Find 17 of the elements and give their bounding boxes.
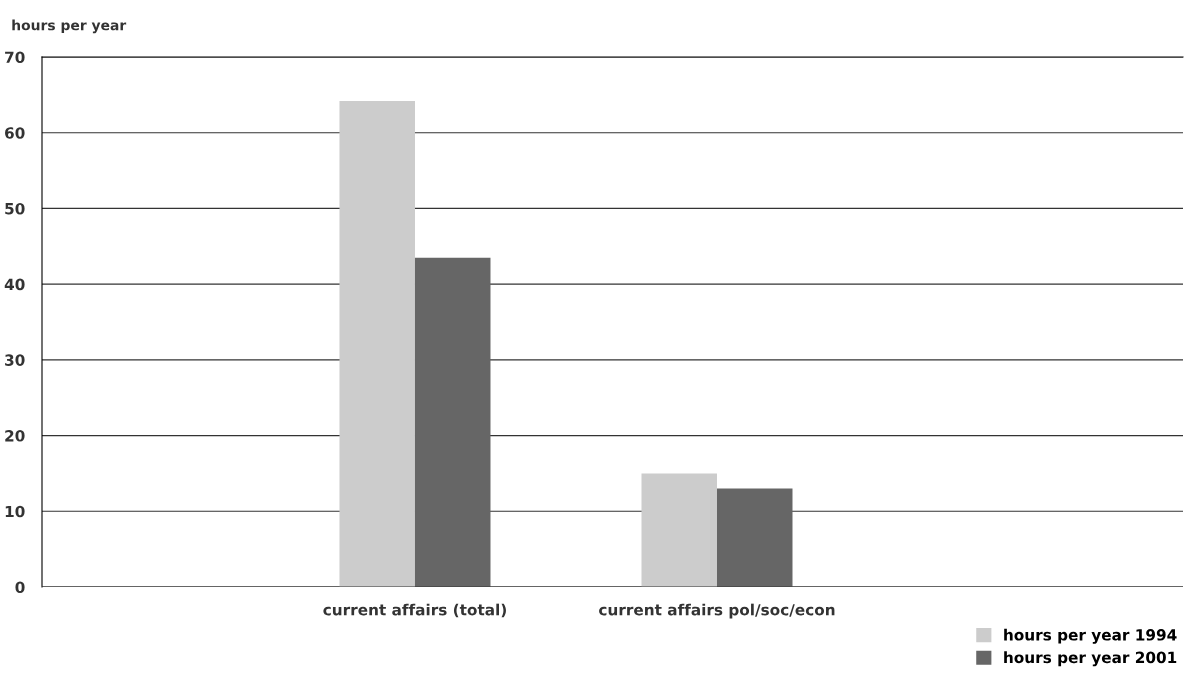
x-tick-label: current affairs (total) <box>323 603 506 618</box>
y-tick-label: 40 <box>4 278 25 291</box>
bar <box>414 257 491 587</box>
y-tick-label: 0 <box>15 581 25 594</box>
bar <box>339 100 415 587</box>
bar <box>641 473 717 587</box>
legend-label: hours per year 2001 <box>1004 651 1177 667</box>
y-tick-label: 10 <box>5 505 25 518</box>
y-tick-label: 70 <box>5 51 25 64</box>
y-tick-label: 30 <box>5 354 25 366</box>
y-tick-label: 50 <box>5 202 25 215</box>
legend-label: hours per year 1994 <box>1004 628 1177 644</box>
y-axis-title: hours per year <box>12 19 127 34</box>
y-tick-label: 60 <box>5 127 25 139</box>
x-tick-label: current affairs pol/soc/econ <box>599 603 835 619</box>
y-tick-label: 20 <box>5 430 25 442</box>
bar <box>717 488 793 587</box>
